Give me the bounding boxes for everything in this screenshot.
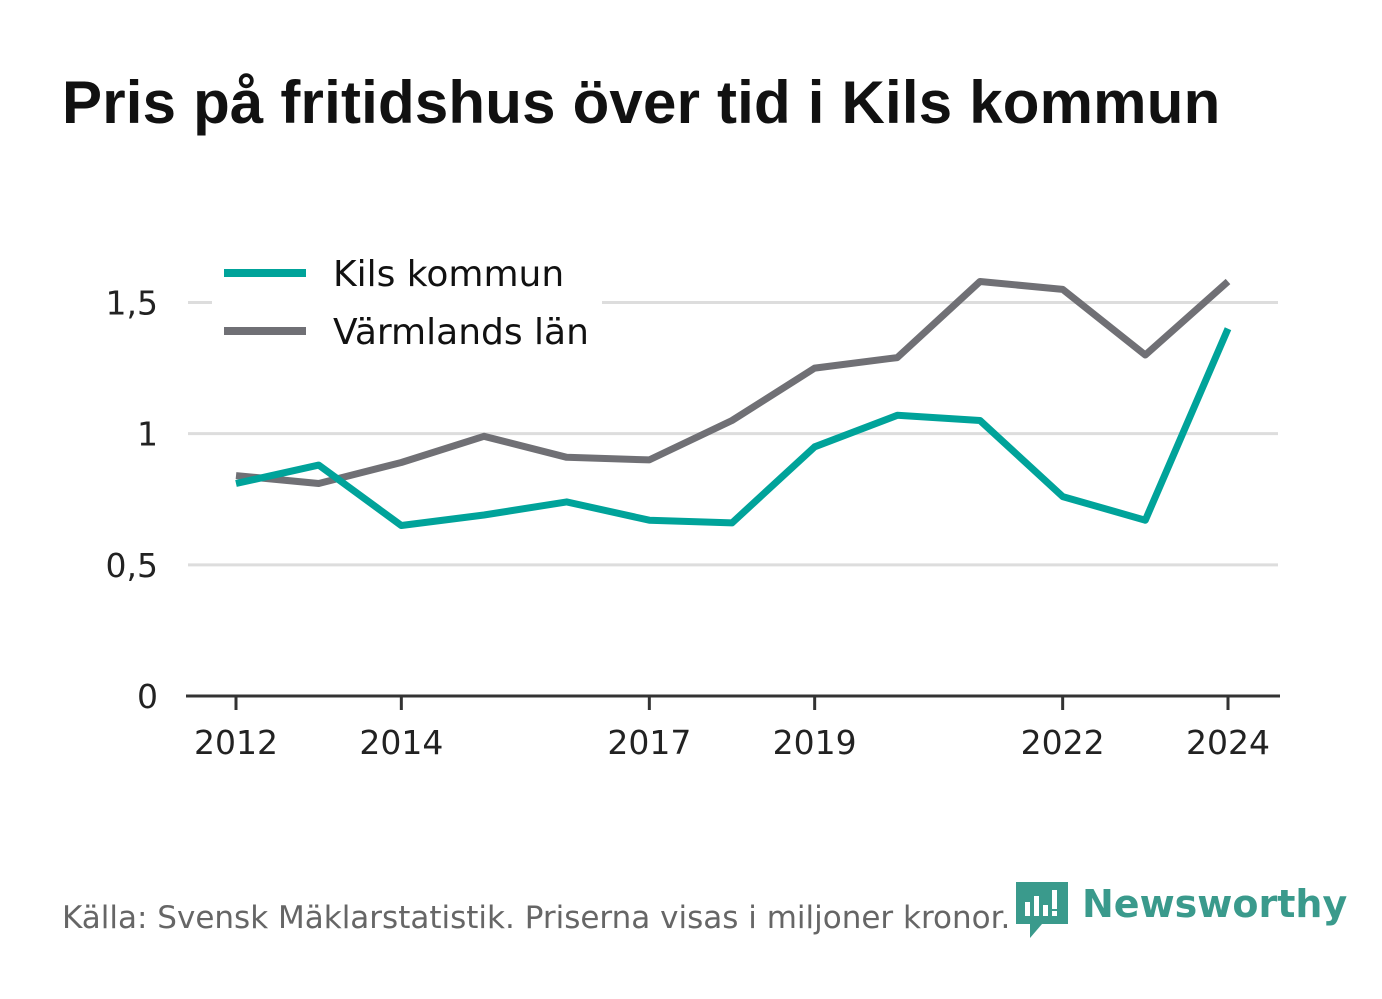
x-tick-label: 2024 [1186,723,1270,762]
y-tick-label: 1,5 [106,283,158,322]
series-lines [235,278,1232,529]
x-tick-label: 2014 [359,723,443,762]
series-line [235,327,1232,529]
legend-label: Värmlands län [333,312,589,353]
y-tick-label: 0 [137,677,158,716]
x-tick-label: 2019 [773,723,857,762]
source-note: Källa: Svensk Mäklarstatistik. Priserna … [62,900,1011,936]
series-line [235,278,1231,487]
x-tick-label: 2012 [194,723,278,762]
brand-name: Newsworthy [1082,882,1348,926]
y-tick-label: 1 [137,415,158,454]
legend-background [212,246,602,358]
legend: Kils kommun Värmlands län [212,246,602,358]
x-tick-label: 2017 [607,723,691,762]
y-tick-label: 0,5 [106,546,158,585]
x-tick-label: 2022 [1021,723,1105,762]
bar-chart-speech-bubble-icon [1016,882,1068,938]
x-axis-ticks: 2012 2014 2017 2019 2022 2024 [194,696,1270,762]
y-axis-ticks: 0 0,5 1 1,5 [106,283,158,716]
legend-label: Kils kommun [333,254,564,295]
chart-title: Pris på fritidshus över tid i Kils kommu… [62,69,1221,136]
newsworthy-logo: Newsworthy [1012,880,1347,940]
